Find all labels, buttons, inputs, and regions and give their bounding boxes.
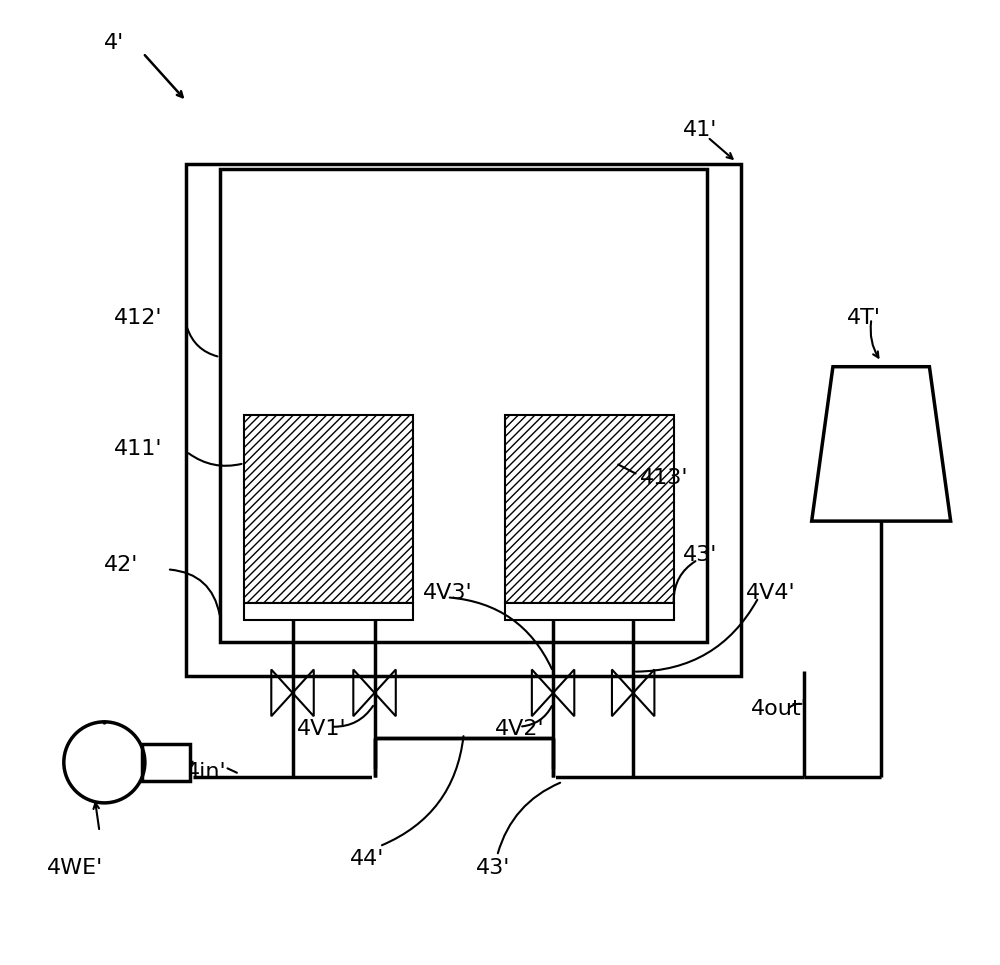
Text: 411': 411' <box>114 439 162 458</box>
Text: 4WE': 4WE' <box>46 859 103 878</box>
Bar <box>244 415 413 603</box>
Bar <box>244 603 413 620</box>
Text: 4V2': 4V2' <box>495 719 545 738</box>
Text: 4V4': 4V4' <box>746 584 796 603</box>
Bar <box>142 744 190 781</box>
Text: 4out': 4out' <box>751 700 808 719</box>
Bar <box>505 415 674 603</box>
Bar <box>505 603 674 620</box>
Bar <box>220 169 707 642</box>
Text: 413': 413' <box>640 468 688 487</box>
Text: 4V3': 4V3' <box>423 584 472 603</box>
Text: 43': 43' <box>683 545 718 565</box>
Bar <box>372 769 556 785</box>
Text: 42': 42' <box>104 555 139 574</box>
Polygon shape <box>812 367 951 521</box>
Text: 4in': 4in' <box>186 762 227 782</box>
Text: 44': 44' <box>350 849 385 869</box>
Text: 412': 412' <box>114 309 162 328</box>
Text: 43': 43' <box>476 859 510 878</box>
Text: 4V1': 4V1' <box>297 719 347 738</box>
Bar <box>186 164 741 676</box>
Text: 41': 41' <box>683 121 718 140</box>
Text: 4T': 4T' <box>847 309 881 328</box>
Text: 4': 4' <box>104 34 125 53</box>
